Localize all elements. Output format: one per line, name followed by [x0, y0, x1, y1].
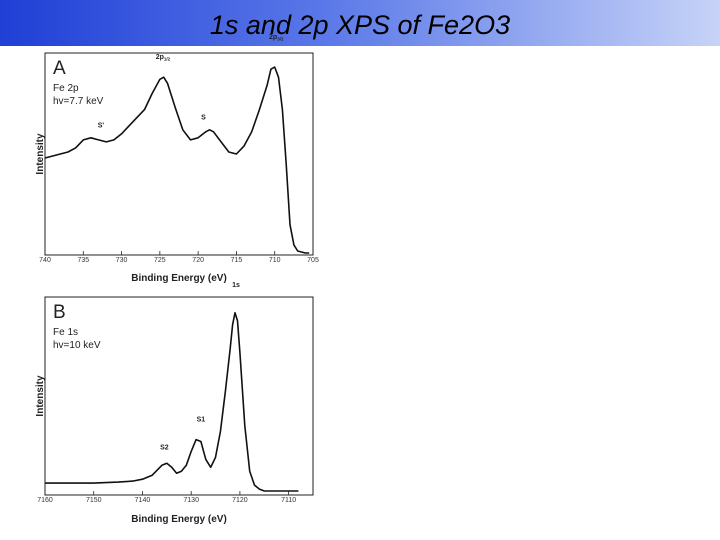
panel-letter-b: B	[53, 302, 66, 323]
peak-label-b: 1s	[232, 282, 240, 289]
x-tick-label-b: 7150	[86, 497, 102, 504]
y-axis-label-b: Intensity	[35, 375, 46, 417]
spectrum-line-a	[44, 66, 310, 254]
peak-label-a: 2p1/2	[156, 54, 171, 62]
x-tick-label-a: 715	[231, 257, 243, 264]
peak-label-b: S1	[197, 417, 206, 424]
x-tick-label-a: 730	[116, 257, 128, 264]
x-tick-label-a: 735	[77, 257, 89, 264]
x-tick-label-b: 7120	[232, 497, 248, 504]
x-tick-label-a: 710	[269, 257, 281, 264]
plot-frame-b	[44, 296, 314, 496]
x-tick-label-a: 720	[192, 257, 204, 264]
slide-title: 1s and 2p XPS of Fe2O3	[209, 10, 511, 40]
peak-label-a: 2p3/2	[269, 34, 284, 42]
x-axis-label-a: Binding Energy (eV)	[131, 273, 227, 284]
peak-label-a: S'	[98, 123, 105, 130]
x-tick-label-b: 7130	[183, 497, 199, 504]
x-tick-label-b: 7140	[135, 497, 151, 504]
x-axis-label-b: Binding Energy (eV)	[131, 514, 227, 525]
x-tick-label-a: 725	[154, 257, 166, 264]
peak-label-b: S2	[160, 444, 169, 451]
panel-info-a: Fe 2p	[53, 83, 79, 94]
plot-frame-a	[44, 52, 314, 256]
spectrum-line-b	[45, 312, 299, 492]
x-tick-label-a: 705	[307, 257, 319, 264]
x-tick-label-a: 740	[39, 257, 51, 264]
panel-info-a: hv=7.7 keV	[53, 96, 104, 107]
panel-info-b: Fe 1s	[53, 327, 78, 338]
title-bar: 1s and 2p XPS of Fe2O3	[0, 0, 720, 46]
y-axis-label-a: Intensity	[35, 133, 46, 175]
x-tick-label-b: 7160	[37, 497, 53, 504]
panel-letter-a: A	[53, 58, 66, 79]
peak-label-a: S	[201, 115, 206, 122]
panel-info-b: hv=10 keV	[53, 340, 101, 351]
x-tick-label-b: 7110	[281, 497, 296, 504]
